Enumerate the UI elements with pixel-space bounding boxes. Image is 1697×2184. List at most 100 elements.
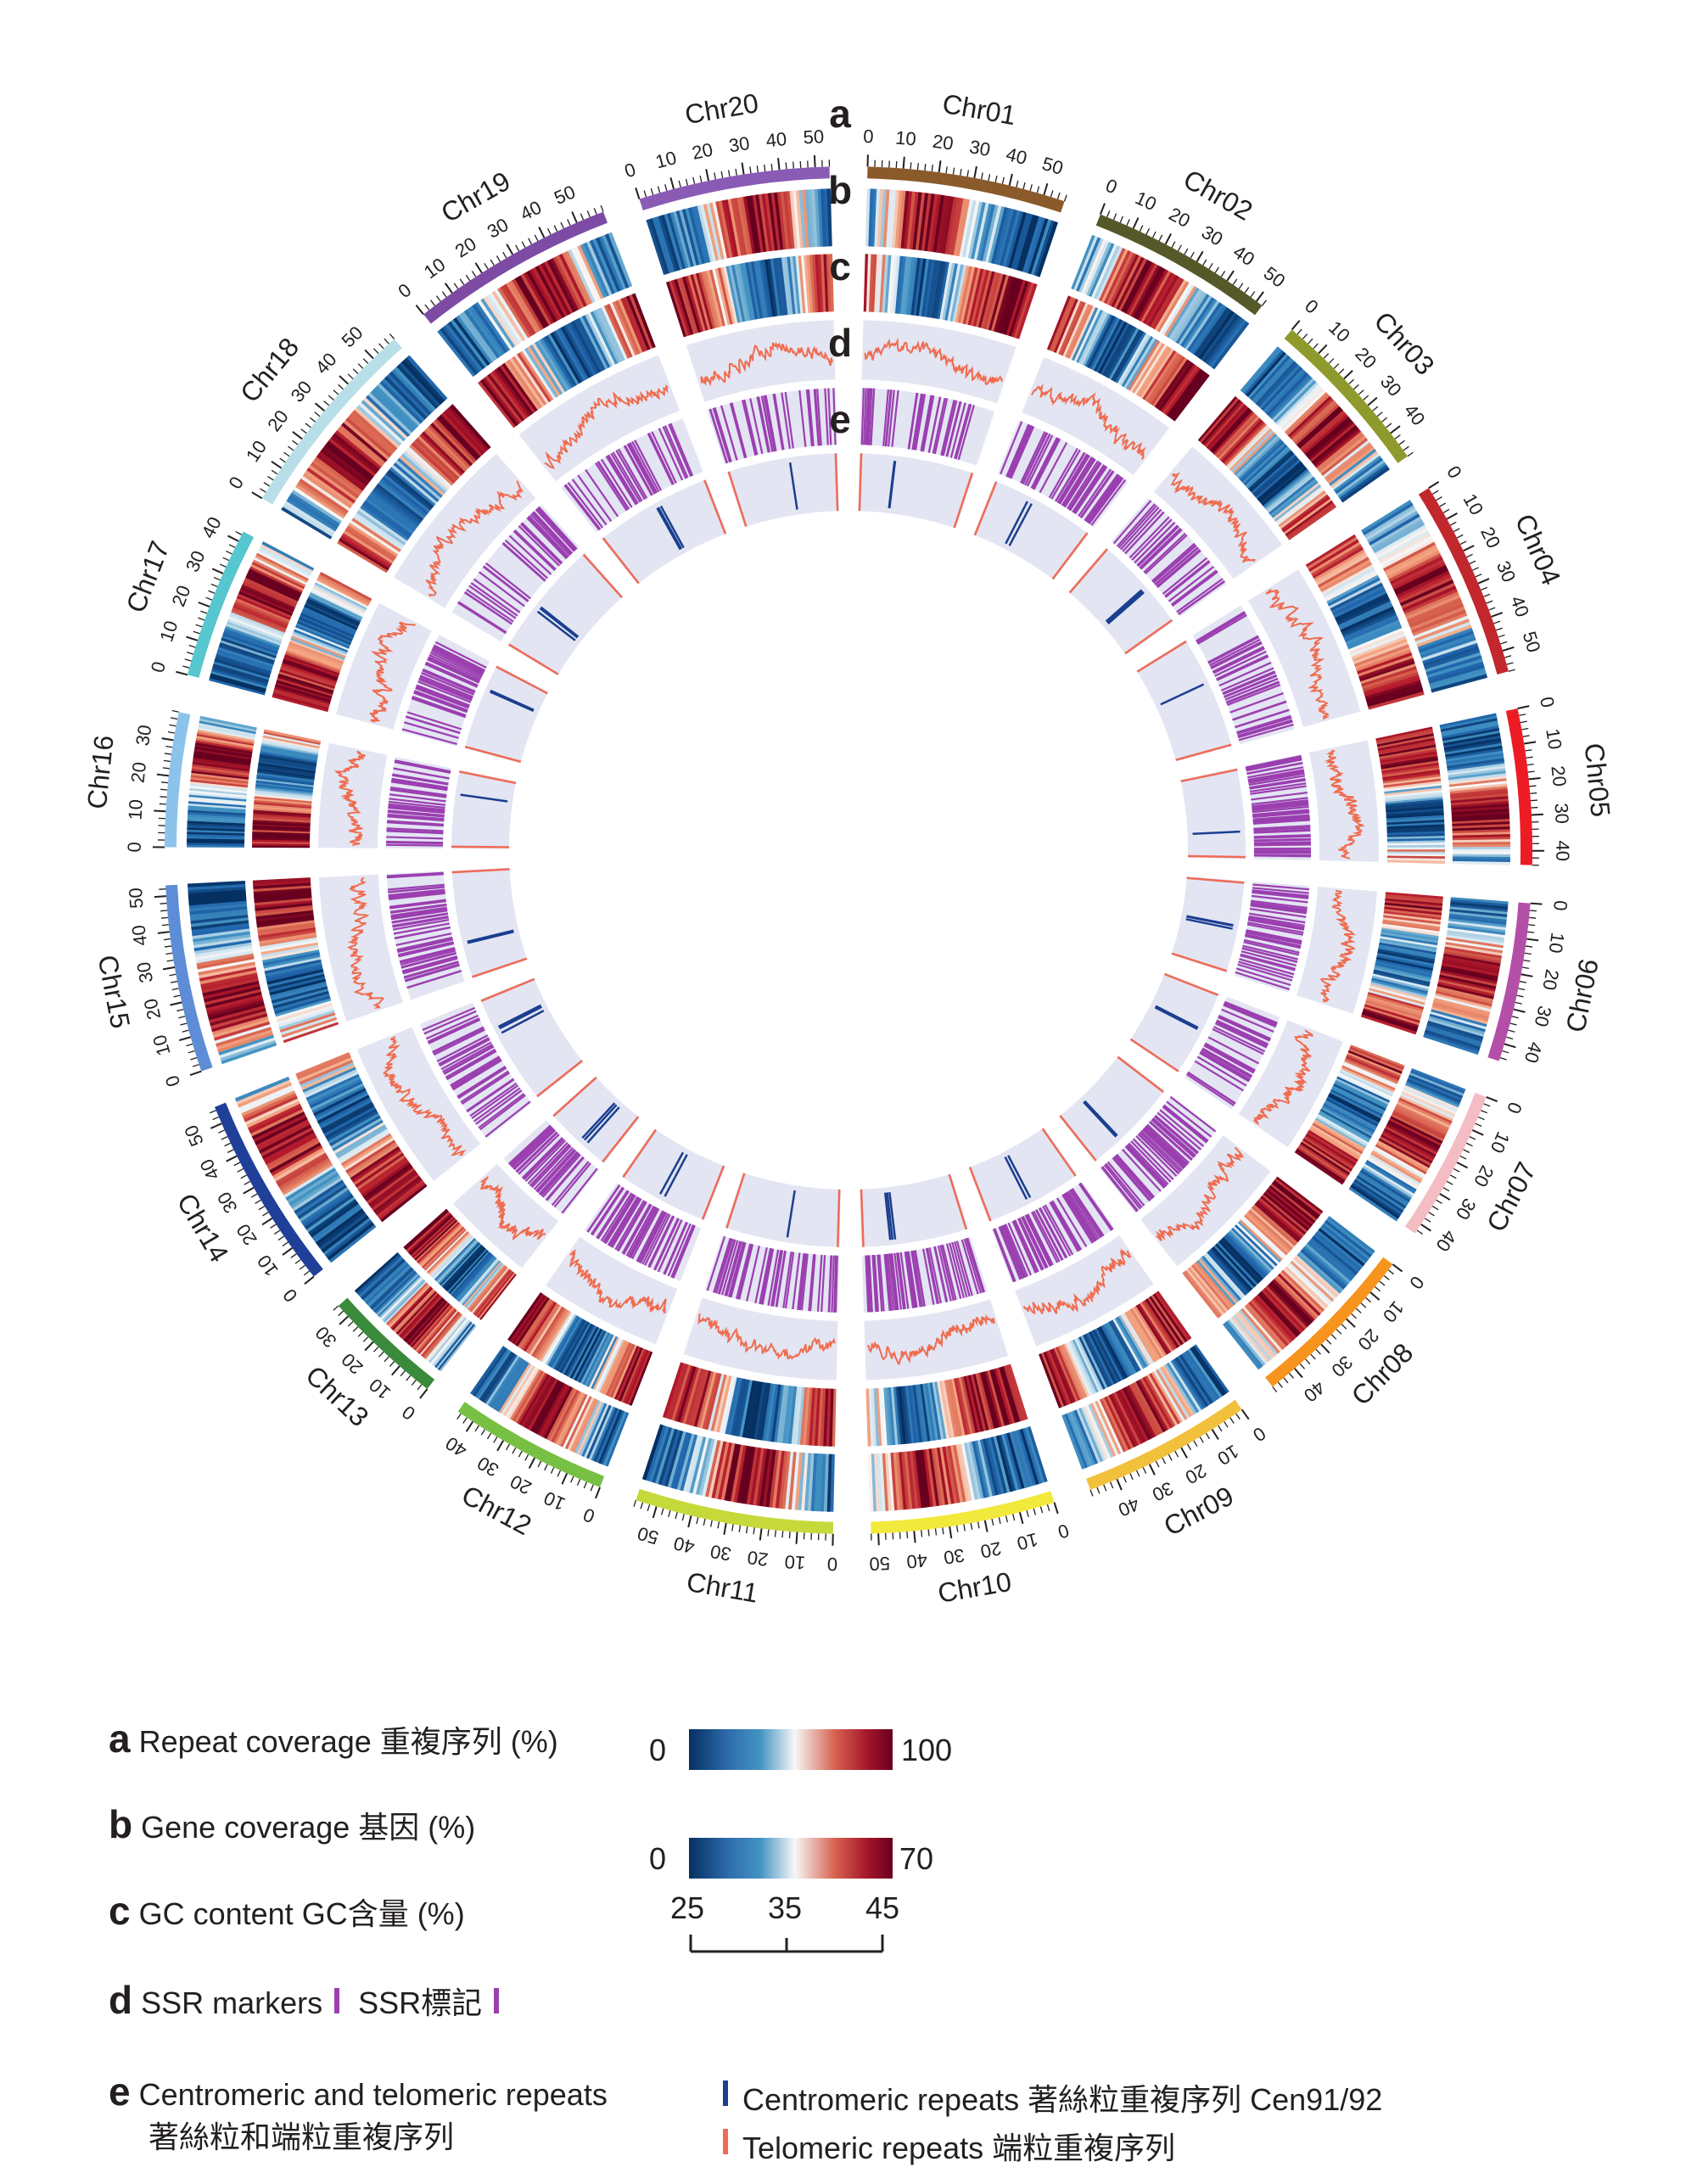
scale-tick-label: 30 <box>708 1541 733 1565</box>
chromosome-chr19 <box>437 232 727 585</box>
scale-tick <box>1508 1029 1515 1033</box>
repeat-bin <box>1336 460 1386 497</box>
repeat-bin <box>1261 1289 1303 1334</box>
ssr-marker <box>914 1250 926 1307</box>
scale-tick <box>1036 186 1040 193</box>
ssr-marker <box>513 529 557 570</box>
ssr-marker <box>1000 1225 1023 1280</box>
repeat-bin <box>1395 1103 1449 1131</box>
repeat-bin <box>213 1021 271 1041</box>
repeat-bin <box>1111 254 1140 308</box>
chromosome-chr20 <box>646 188 839 528</box>
ssr-marker <box>631 440 660 493</box>
scale-tick <box>571 211 578 223</box>
gene-bin <box>918 258 930 316</box>
repeat-bin <box>434 1321 473 1369</box>
repeat-bin <box>322 445 371 484</box>
gene-bin <box>916 1384 928 1442</box>
ssr-marker <box>1246 923 1304 936</box>
scale-tick-label: 20 <box>140 997 165 1022</box>
repeat-bin <box>820 188 827 247</box>
ssr-marker <box>1134 522 1176 564</box>
repeat-bin <box>517 275 550 328</box>
scale-tick <box>1313 343 1319 350</box>
scale-tick-label: 10 <box>1132 187 1160 215</box>
repeat-bin <box>508 280 542 332</box>
gene-bin <box>1011 281 1033 338</box>
scale-tick <box>323 400 330 406</box>
scale-tick-label: 10 <box>148 1033 175 1058</box>
scale-tick-label: 40 <box>1521 1039 1547 1066</box>
scale-tick <box>1475 574 1482 578</box>
gene-heatmap <box>665 254 834 338</box>
scale-tick <box>167 731 176 734</box>
scale-tick <box>459 278 465 285</box>
repeat-bin <box>1151 1371 1183 1424</box>
repeat-bin <box>398 1293 440 1338</box>
repeat-bin <box>1337 462 1387 499</box>
ssr-marker <box>439 1038 490 1067</box>
ssr-marker <box>432 1027 484 1054</box>
ssr-marker <box>784 391 794 449</box>
ssr-marker-swatch <box>334 1988 340 2013</box>
gene-bin <box>1370 979 1428 997</box>
gene-heatmap <box>1360 892 1443 1035</box>
scale-tick <box>1226 270 1235 282</box>
gene-bin <box>1378 740 1436 753</box>
repeat-bin <box>243 579 298 606</box>
repeat-bin <box>250 563 305 591</box>
ssr-markers <box>1000 421 1127 526</box>
repeat-bin <box>1443 951 1502 965</box>
scale-tick-label: 50 <box>1039 153 1066 179</box>
repeat-bin <box>1452 824 1510 830</box>
repeat-bin <box>188 804 246 812</box>
chromosome-chr04 <box>1136 500 1488 762</box>
repeat-bin <box>1448 922 1506 933</box>
ssr-marker <box>1151 1117 1196 1157</box>
repeat-bin <box>1318 1228 1365 1267</box>
repeat-heatmap <box>187 881 277 1065</box>
repeat-bin <box>1441 723 1499 737</box>
gene-bin <box>254 793 312 802</box>
gene-bin <box>868 1388 874 1447</box>
repeat-bin <box>1194 307 1230 357</box>
ssr-marker <box>728 1241 746 1297</box>
repeat-heatmap <box>281 355 448 540</box>
ssr-marker <box>955 1240 973 1296</box>
gene-bin <box>434 1237 476 1281</box>
gene-bin <box>316 1094 370 1124</box>
scale-tick <box>1250 291 1256 298</box>
gene-bin <box>989 1369 1008 1426</box>
repeat-bin <box>564 250 593 305</box>
ssr-marker <box>564 484 602 530</box>
repeat-bin <box>467 307 503 357</box>
repeat-bin <box>1008 211 1028 269</box>
gene-bin <box>260 746 318 759</box>
repeat-bin <box>199 722 256 736</box>
repeat-bin <box>774 192 784 250</box>
ssr-marker <box>715 1238 734 1294</box>
gene-bin <box>1350 633 1406 658</box>
gene-bin <box>1311 544 1363 577</box>
gene-bin <box>529 1305 563 1356</box>
repeat-bin <box>1083 1405 1109 1460</box>
gene-bin <box>1271 1181 1319 1220</box>
ssr-marker <box>1059 455 1090 505</box>
legend-text-a: Repeat coverage 重複序列 (%) <box>138 1724 558 1759</box>
gene-bin <box>1229 1229 1273 1273</box>
repeat-bin <box>1148 1373 1180 1425</box>
scale-tick <box>263 482 271 487</box>
scale-tick <box>635 187 641 199</box>
ssr-marker <box>955 404 972 460</box>
gene-bin <box>272 694 328 713</box>
gene-bin <box>1309 541 1361 574</box>
gene-bin <box>1330 1087 1385 1116</box>
gene-bin <box>1346 1054 1401 1079</box>
repeat-bin <box>227 620 283 644</box>
scale-tick <box>788 1531 791 1539</box>
ssr-marker <box>591 1187 625 1236</box>
ssr-marker <box>1243 941 1300 956</box>
legend-letter-d: d <box>109 1978 133 2022</box>
gene-bin <box>1261 467 1308 507</box>
gene-bin <box>389 467 436 507</box>
